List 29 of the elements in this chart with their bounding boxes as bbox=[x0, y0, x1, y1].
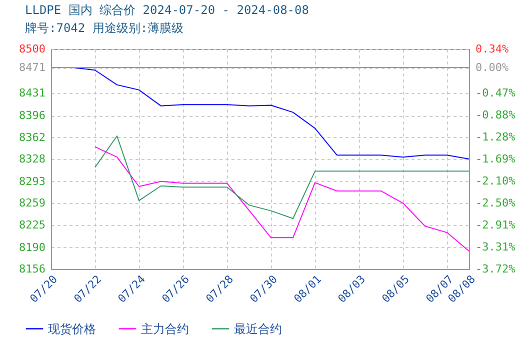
line-series bbox=[94, 135, 470, 219]
y-tick-label: 8225 bbox=[19, 218, 46, 232]
y2-tick-label: -1.69% bbox=[476, 152, 516, 166]
y2-tick-label: 0.00% bbox=[476, 60, 509, 74]
legend-label: 现货价格 bbox=[48, 322, 96, 336]
y-tick-label: 8500 bbox=[19, 42, 46, 56]
y-tick-label: 8431 bbox=[19, 86, 46, 100]
y-tick-label: 8190 bbox=[19, 240, 46, 254]
y-tick-label: 8328 bbox=[19, 152, 46, 166]
y-tick-label: 8259 bbox=[19, 196, 46, 210]
y2-tick-label: -0.47% bbox=[476, 86, 516, 100]
y-tick-label: 8156 bbox=[19, 262, 46, 276]
y2-tick-label: -1.28% bbox=[476, 130, 516, 144]
chart-title: LLDPE 国内 综合价 2024-07-20 - 2024-08-08 bbox=[25, 3, 309, 17]
y-tick-label: 8293 bbox=[19, 174, 46, 188]
y2-tick-label: -3.72% bbox=[476, 262, 516, 276]
y2-tick-label: 0.34% bbox=[476, 42, 509, 56]
y2-tick-label: -0.88% bbox=[476, 108, 516, 122]
y2-tick-label: -2.50% bbox=[476, 196, 516, 210]
y-tick-label: 8362 bbox=[19, 130, 46, 144]
legend-label: 主力合约 bbox=[141, 322, 189, 336]
legend-label: 最近合约 bbox=[234, 322, 282, 336]
y2-tick-label: -2.91% bbox=[476, 218, 516, 232]
chart-subtitle: 牌号:7042 用途级别:薄膜级 bbox=[25, 21, 184, 35]
y-tick-label: 8471 bbox=[19, 61, 46, 74]
y2-tick-label: -2.10% bbox=[476, 174, 516, 188]
y2-tick-label: -3.31% bbox=[476, 240, 516, 254]
line-series bbox=[94, 146, 470, 252]
y-tick-label: 8396 bbox=[19, 109, 46, 122]
